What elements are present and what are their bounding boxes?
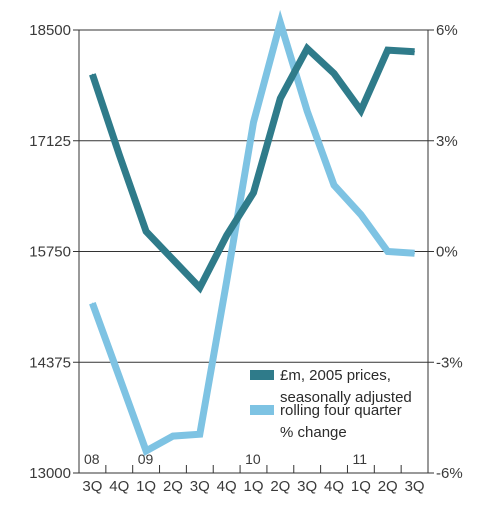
series-layer bbox=[89, 9, 416, 456]
left-tick-label-3: 14375 bbox=[29, 354, 71, 371]
data-point-0-9 bbox=[333, 72, 335, 74]
legend-label-0-1: seasonally adjusted bbox=[280, 389, 412, 406]
x-tick-label-4: 3Q bbox=[190, 478, 210, 495]
data-point-1-11 bbox=[387, 251, 389, 252]
x-tick-label-6: 1Q bbox=[243, 478, 263, 495]
x-tick-label-9: 4Q bbox=[324, 478, 344, 495]
data-point-0-10 bbox=[360, 110, 362, 112]
axes bbox=[73, 29, 434, 474]
series-line-1 bbox=[89, 9, 415, 456]
x-tick-label-10: 1Q bbox=[351, 478, 371, 495]
year-label-3: 11 bbox=[352, 451, 367, 467]
data-point-1-1 bbox=[118, 376, 120, 378]
data-point-1-7 bbox=[279, 22, 281, 24]
x-tick-label-0: 3Q bbox=[82, 478, 102, 495]
data-point-1-5 bbox=[226, 280, 228, 282]
left-tick-label-1: 17125 bbox=[29, 133, 71, 150]
x-tick-label-5: 4Q bbox=[217, 478, 237, 495]
x-tick-label-11: 2Q bbox=[378, 478, 398, 495]
left-axis-ticks: 18500 17125 15750 14375 13000 bbox=[29, 22, 71, 482]
x-tick-label-3: 2Q bbox=[163, 478, 183, 495]
year-label-2: 10 bbox=[245, 451, 261, 467]
right-tick-label-1: 3% bbox=[436, 133, 458, 150]
data-point-1-9 bbox=[333, 184, 335, 186]
x-tick-label-7: 2Q bbox=[270, 478, 290, 495]
data-point-0-11 bbox=[387, 49, 389, 51]
data-point-1-0 bbox=[91, 302, 93, 304]
right-axis-ticks: 6% 3% 0% -3% -6% bbox=[436, 22, 463, 482]
data-point-1-12 bbox=[414, 252, 416, 254]
legend-label-1-0: rolling four quarter bbox=[280, 402, 402, 419]
year-label-1: 09 bbox=[138, 451, 154, 467]
left-tick-label-0: 18500 bbox=[29, 22, 71, 39]
data-point-0-4 bbox=[199, 287, 201, 289]
legend-label-0-0: £m, 2005 prices, bbox=[280, 367, 391, 384]
data-point-0-12 bbox=[414, 51, 416, 53]
data-point-0-1 bbox=[118, 154, 120, 156]
x-tick-label-12: 3Q bbox=[405, 478, 425, 495]
x-axis-ticks: 3Q 4Q 1Q 2Q 3Q 4Q 1Q 2Q 3Q 4Q 1Q 2Q 3Q 08 09 10 11 bbox=[82, 451, 424, 495]
data-point-1-10 bbox=[360, 214, 362, 216]
data-point-0-0 bbox=[91, 73, 93, 75]
legend-swatch-0 bbox=[250, 370, 274, 380]
data-point-0-5 bbox=[226, 234, 228, 236]
right-tick-label-4: -6% bbox=[436, 465, 463, 482]
x-tick-label-1: 4Q bbox=[109, 478, 129, 495]
series-points-1 bbox=[91, 22, 416, 452]
data-point-0-7 bbox=[279, 97, 281, 99]
year-label-0: 08 bbox=[84, 451, 100, 467]
series-points-0 bbox=[91, 48, 416, 289]
data-point-1-8 bbox=[306, 110, 308, 112]
data-point-0-3 bbox=[172, 259, 174, 261]
left-tick-label-4: 13000 bbox=[29, 465, 71, 482]
x-tick-label-8: 3Q bbox=[297, 478, 317, 495]
right-tick-label-0: 6% bbox=[436, 22, 458, 39]
legend-label-1-1: % change bbox=[280, 424, 347, 441]
data-point-0-6 bbox=[253, 192, 254, 194]
left-tick-label-2: 15750 bbox=[29, 244, 71, 261]
data-point-1-2 bbox=[145, 450, 147, 452]
right-tick-label-2: 0% bbox=[436, 244, 458, 261]
x-tick-label-2: 1Q bbox=[136, 478, 156, 495]
legend-swatch-1 bbox=[250, 405, 274, 415]
data-point-1-3 bbox=[172, 435, 174, 437]
data-point-0-2 bbox=[145, 230, 147, 232]
right-tick-label-3: -3% bbox=[436, 354, 463, 371]
data-point-0-8 bbox=[306, 48, 308, 50]
data-point-1-6 bbox=[253, 121, 254, 123]
data-point-1-4 bbox=[199, 433, 201, 435]
legend: £m, 2005 prices, seasonally adjustedrolli… bbox=[250, 367, 412, 441]
